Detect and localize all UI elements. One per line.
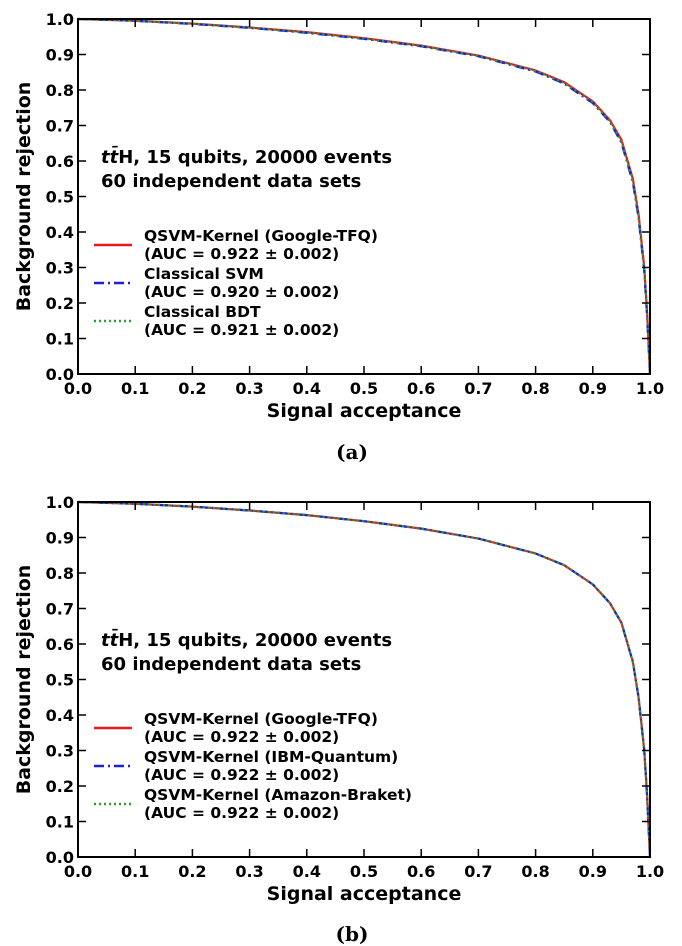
series-lines — [77, 500, 652, 858]
x-tick-label: 0.1 — [121, 862, 149, 881]
annotation-rest: H, 15 qubits, 20000 events — [118, 630, 392, 651]
legend-auc-1: (AUC = 0.922 ± 0.002) — [144, 766, 339, 784]
x-tick-label: 0.0 — [64, 862, 92, 881]
y-axis-label: Background rejection — [13, 82, 35, 312]
annotation-tbar: t̄ — [110, 629, 120, 651]
x-tick-label: 1.0 — [636, 862, 664, 881]
y-tick-label: 0.0 — [46, 365, 74, 384]
y-tick-label: 0.4 — [46, 706, 74, 725]
legend-label-2: QSVM-Kernel (Amazon-Braket) — [144, 786, 412, 804]
y-tick-label: 0.1 — [46, 813, 74, 832]
x-tick-label: 0.2 — [178, 862, 206, 881]
y-tick-label: 0.6 — [46, 152, 74, 171]
x-tick-label: 0.1 — [121, 379, 149, 398]
y-tick-label: 0.3 — [46, 259, 74, 278]
annotation-t: t — [101, 147, 111, 168]
x-tick-label: 0.4 — [293, 379, 321, 398]
legend-label-1: Classical SVM — [144, 265, 264, 283]
panel-a: 0.0 0.1 0.2 0.3 0.4 0.5 0.6 0.7 0.8 0.9 1.0 0.0 0.1 0… — [13, 10, 664, 464]
y-tick-label: 0.2 — [46, 294, 74, 313]
annotation-line-1: tt̄H, 15 qubits, 20000 events — [101, 146, 392, 168]
y-tick-label: 0.4 — [46, 223, 74, 242]
legend-auc-2: (AUC = 0.921 ± 0.002) — [144, 321, 339, 339]
x-tick-label: 0.5 — [350, 379, 378, 398]
y-tick-label: 0.9 — [46, 46, 74, 65]
series-lines — [77, 17, 652, 375]
y-tick-label: 0.9 — [46, 529, 74, 548]
x-tick-label: 0.7 — [464, 379, 492, 398]
x-tick-label: 0.9 — [579, 862, 607, 881]
y-tick-label: 0.0 — [46, 848, 74, 867]
series-line-2 — [77, 500, 652, 858]
y-tick-label: 1.0 — [46, 10, 74, 29]
annotation-line-2: 60 independent data sets — [101, 171, 361, 192]
y-tick-label: 0.8 — [46, 564, 74, 583]
y-tick-label: 0.5 — [46, 188, 74, 207]
panel-b: 0.0 0.1 0.2 0.3 0.4 0.5 0.6 0.7 0.8 0.9 1.0 0.0 0.1 0… — [13, 493, 664, 946]
x-tick-label: 0.8 — [521, 379, 549, 398]
legend-auc-2: (AUC = 0.922 ± 0.002) — [144, 804, 339, 822]
panel-caption: (b) — [336, 922, 369, 946]
legend-label-0: QSVM-Kernel (Google-TFQ) — [144, 710, 378, 728]
x-tick-label: 0.5 — [350, 862, 378, 881]
panel-caption: (a) — [336, 440, 368, 464]
x-axis-label: Signal acceptance — [267, 883, 462, 905]
legend-auc-0: (AUC = 0.922 ± 0.002) — [144, 245, 339, 263]
legend-auc-1: (AUC = 0.920 ± 0.002) — [144, 283, 339, 301]
x-tick-label: 0.7 — [464, 862, 492, 881]
y-tick-label: 0.1 — [46, 330, 74, 349]
legend-auc-0: (AUC = 0.922 ± 0.002) — [144, 728, 339, 746]
annotation-line-2: 60 independent data sets — [101, 654, 361, 675]
x-tick-label: 0.3 — [235, 862, 263, 881]
legend: QSVM-Kernel (Google-TFQ)(AUC = 0.922 ± 0… — [94, 710, 412, 822]
x-tick-label: 0.3 — [235, 379, 263, 398]
annotation-rest: H, 15 qubits, 20000 events — [118, 147, 392, 168]
legend-label-0: QSVM-Kernel (Google-TFQ) — [144, 227, 378, 245]
x-tick-label: 0.0 — [64, 379, 92, 398]
y-tick-label: 0.8 — [46, 81, 74, 100]
x-tick-label: 1.0 — [636, 379, 664, 398]
x-tick-label: 0.2 — [178, 379, 206, 398]
y-tick-label: 0.5 — [46, 671, 74, 690]
series-line-1 — [77, 17, 652, 375]
y-axis-label: Background rejection — [13, 565, 35, 795]
y-tick-label: 1.0 — [46, 493, 74, 512]
annotation-tbar: t̄ — [110, 146, 120, 168]
annotation-t: t — [101, 630, 111, 651]
y-tick-label: 0.7 — [46, 600, 74, 619]
x-tick-label: 0.9 — [579, 379, 607, 398]
x-tick-label: 0.8 — [521, 862, 549, 881]
y-tick-label: 0.7 — [46, 117, 74, 136]
y-tick-label: 0.3 — [46, 742, 74, 761]
y-tick-label: 0.6 — [46, 635, 74, 654]
legend: QSVM-Kernel (Google-TFQ)(AUC = 0.922 ± 0… — [94, 227, 378, 339]
x-tick-label: 0.4 — [293, 862, 321, 881]
series-line-2 — [77, 17, 652, 375]
y-tick-label: 0.2 — [46, 777, 74, 796]
legend-label-1: QSVM-Kernel (IBM-Quantum) — [144, 748, 398, 766]
x-tick-label: 0.6 — [407, 862, 435, 881]
legend-label-2: Classical BDT — [144, 303, 261, 321]
x-tick-label: 0.6 — [407, 379, 435, 398]
x-axis-label: Signal acceptance — [267, 400, 462, 422]
annotation-line-1: tt̄H, 15 qubits, 20000 events — [101, 629, 392, 651]
